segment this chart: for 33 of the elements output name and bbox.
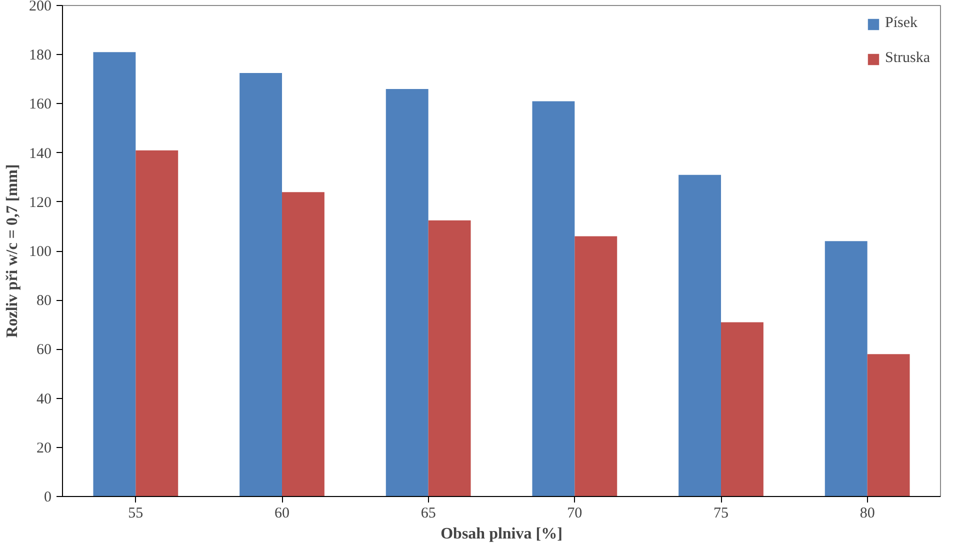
bar	[574, 236, 618, 496]
y-tick-label: 140	[29, 146, 52, 162]
y-tick-label: 200	[29, 0, 52, 14]
bar	[824, 241, 868, 496]
x-tick-label: 55	[128, 506, 144, 522]
bar	[93, 52, 136, 496]
y-tick-label: 80	[36, 293, 52, 310]
y-tick-label: 120	[29, 194, 52, 211]
bar	[867, 354, 910, 496]
y-tick-label: 40	[36, 391, 52, 408]
bar	[721, 322, 764, 496]
y-tick-label: 60	[36, 342, 52, 358]
bar	[240, 73, 282, 496]
bar	[678, 174, 721, 496]
y-tick-label: 180	[29, 48, 52, 64]
x-tick-label: 70	[567, 506, 582, 522]
bar	[136, 150, 178, 496]
x-tick-label: 65	[420, 506, 436, 522]
bar	[282, 192, 324, 496]
x-tick-label: 75	[714, 506, 728, 522]
bar	[386, 88, 428, 496]
legend-label: Struska	[885, 50, 930, 67]
y-tick-label: 20	[36, 440, 52, 456]
bar	[532, 101, 575, 496]
y-axis-title: Rozliv při w/c = 0,7 [mm]	[4, 164, 21, 338]
x-tick-label: 60	[274, 506, 290, 522]
bar	[428, 220, 471, 496]
y-tick-label: 100	[29, 244, 52, 260]
legend-label: Písek	[885, 15, 918, 32]
y-tick-label: 160	[29, 96, 52, 113]
x-tick-label: 80	[860, 506, 875, 522]
y-tick-label: 0	[44, 490, 52, 506]
x-axis-title: Obsah plniva [%]	[440, 526, 562, 542]
